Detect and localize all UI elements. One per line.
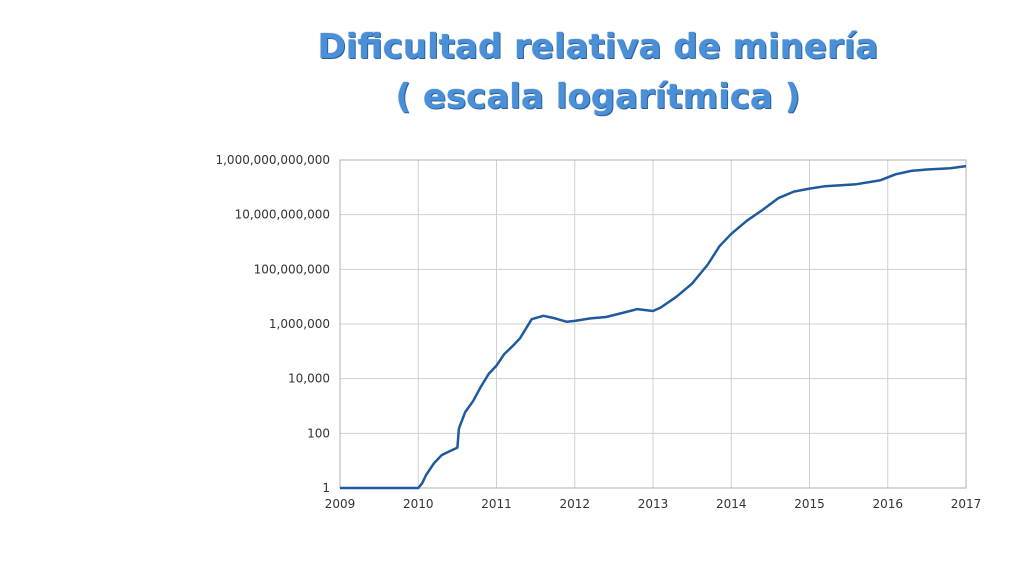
slide-title: Dificultad relativa de minería ( escala …: [0, 22, 1024, 122]
x-tick-label: 2010: [403, 497, 434, 511]
x-tick-label: 2009: [325, 497, 356, 511]
y-tick-label: 10,000: [288, 372, 330, 386]
plot-frame: [339, 159, 967, 489]
y-tick-label: 1,000,000,000,000: [215, 153, 330, 167]
x-tick-label: 2014: [716, 497, 747, 511]
x-tick-label: 2013: [638, 497, 669, 511]
x-tick-label: 2017: [951, 497, 982, 511]
series-layer: [340, 164, 967, 490]
grid: [339, 159, 967, 489]
title-line-1: Dificultad relativa de minería: [317, 27, 879, 67]
x-axis-ticks: 2009 2010 2011 2012 2013 2014 2015 2016 2017: [325, 497, 982, 511]
y-tick-label: 100,000,000: [254, 262, 330, 276]
y-tick-label: 1,000,000: [269, 317, 330, 331]
x-tick-label: 2015: [794, 497, 825, 511]
x-tick-label: 2011: [481, 497, 512, 511]
series-line: [340, 164, 967, 490]
y-tick-label: 10,000,000,000: [235, 208, 330, 222]
x-tick-label: 2016: [872, 497, 903, 511]
y-tick-label: 1: [322, 481, 330, 495]
y-tick-label: 100: [307, 426, 330, 440]
x-tick-label: 2012: [559, 497, 590, 511]
y-axis-ticks: 1 100 10,000 1,000,000 100,000,000 10,000,000…: [215, 153, 330, 495]
title-line-2: ( escala logarítmica ): [395, 77, 801, 117]
